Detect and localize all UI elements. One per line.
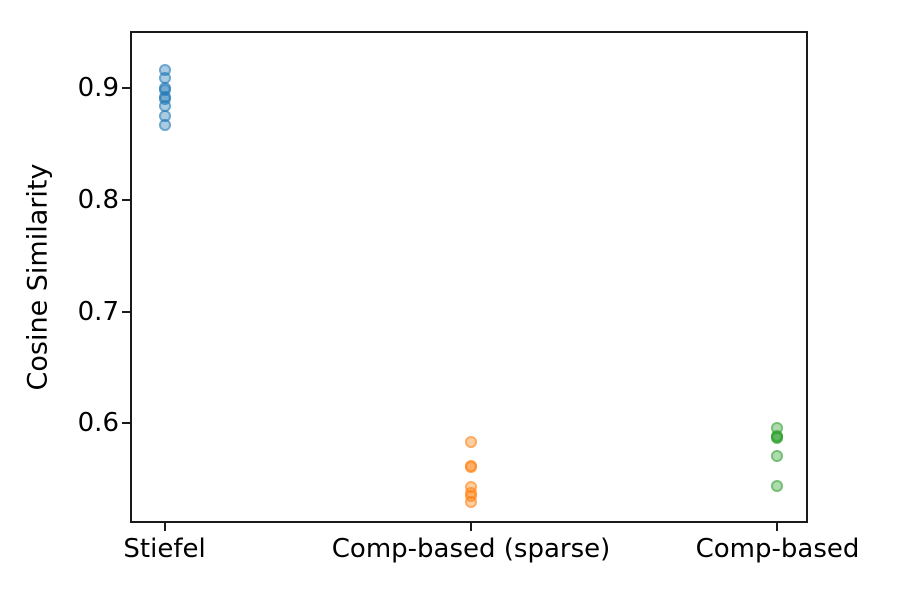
x-tick-label-stiefel: Stiefel [123, 534, 206, 564]
x-tick-mark [776, 523, 779, 531]
scatter-point [465, 436, 478, 449]
plot-area [130, 31, 808, 523]
scatter-point [465, 461, 478, 474]
scatter-point [465, 495, 478, 508]
y-tick-label: 0.7 [77, 296, 119, 327]
y-tick-mark [122, 198, 130, 201]
y-tick-label: 0.6 [77, 408, 119, 439]
y-tick-mark [122, 87, 130, 90]
scatter-point [771, 449, 784, 462]
x-tick-label-comp-based-sparse-: Comp-based (sparse) [331, 534, 611, 564]
x-tick-mark [470, 523, 473, 531]
scatter-point [771, 480, 784, 493]
y-tick-mark [122, 310, 130, 313]
y-tick-label: 0.8 [77, 184, 119, 215]
scatter-point [771, 432, 784, 445]
x-tick-label-comp-based: Comp-based [695, 534, 860, 564]
x-tick-mark [163, 523, 166, 531]
y-tick-label: 0.9 [77, 73, 119, 104]
scatter-point [158, 118, 171, 131]
y-tick-mark [122, 422, 130, 425]
